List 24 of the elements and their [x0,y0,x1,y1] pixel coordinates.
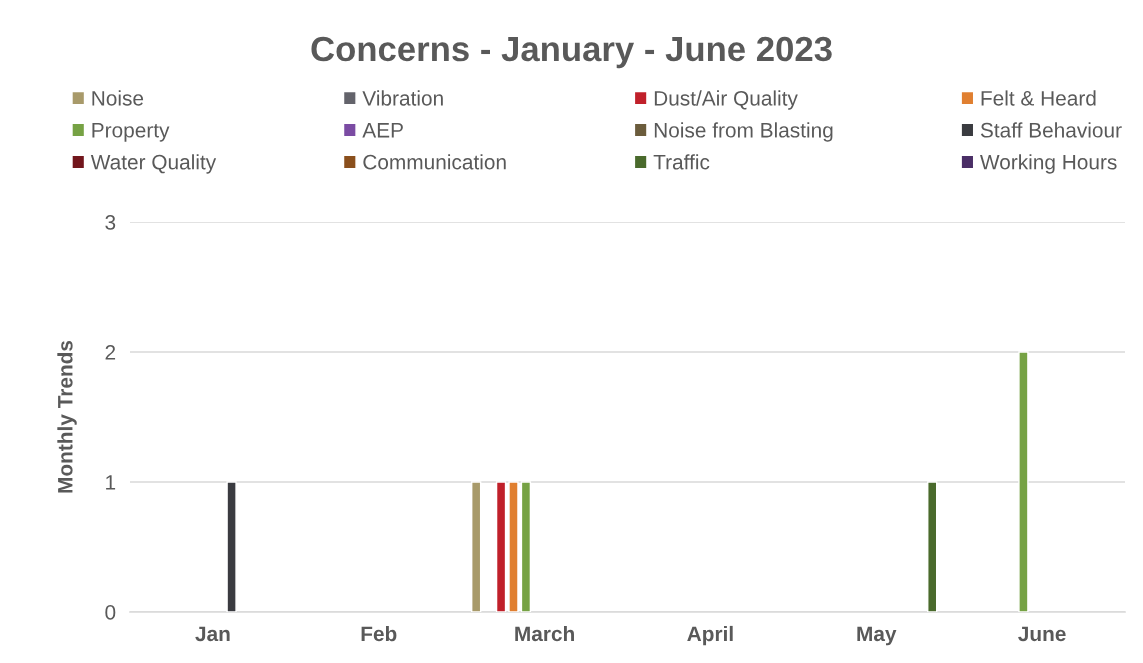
legend-label: Noise [92,90,144,106]
x-tick-label: April [687,625,733,646]
y-tick-label: 0 [105,605,116,620]
y-tick-label: 2 [105,345,116,360]
x-tick-label: Feb [361,625,397,642]
legend-label: Property [92,123,170,142]
legend-label: Noise from Blasting [654,122,833,142]
x-tick-label: March [515,625,574,642]
y-tick-label: 3 [105,215,116,230]
legend-label: Communication [363,154,506,170]
legend-label: Traffic [653,154,710,170]
legend-label: Staff Behaviour [980,122,1122,138]
x-tick-label: Jan [195,626,230,642]
y-tick-label: 1 [106,475,116,490]
chart-title: Concerns - January - June 2023 [311,36,832,69]
legend-label: Working Hours [980,154,1117,174]
legend-label: Water Quality [90,154,217,174]
y-axis-title: Monthly Trends [57,340,77,493]
legend-label: Dust/Air Quality [654,90,798,110]
legend-label: Vibration [362,90,443,106]
x-tick-label: May [857,626,897,646]
x-tick-label: June [1018,626,1066,642]
legend-label: AEP [362,123,403,138]
legend-label: Felt & Heard [981,90,1096,106]
